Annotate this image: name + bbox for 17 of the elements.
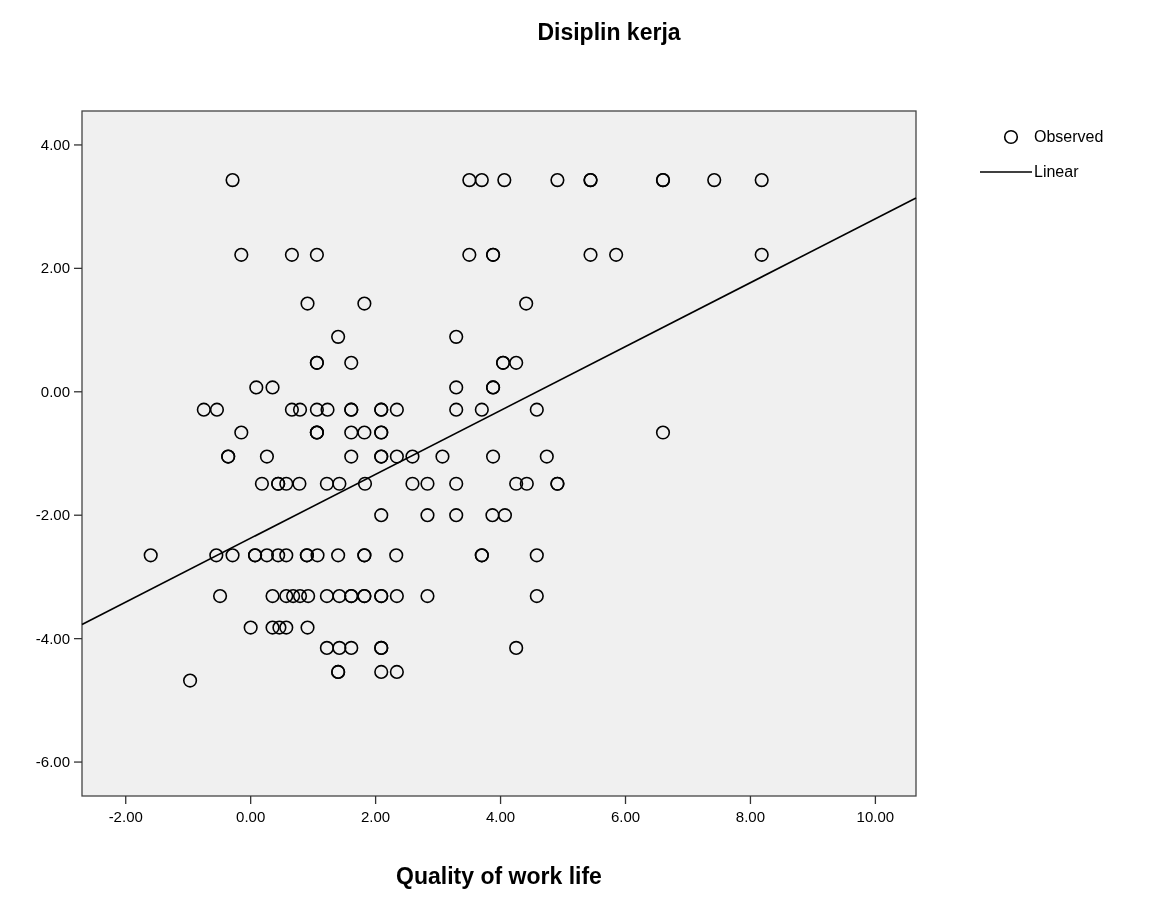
y-tick-label: 4.00 [40, 135, 70, 153]
chart-title: Disiplin kerja [537, 19, 681, 45]
y-tick-label: -4.00 [35, 629, 70, 647]
legend-label: Observed [1034, 128, 1104, 145]
x-tick-label: 2.00 [361, 808, 391, 825]
legend-label: Linear [1034, 163, 1080, 180]
x-tick-label: -2.00 [108, 808, 143, 825]
y-tick-label: 0.00 [40, 382, 70, 400]
y-tick-label: -2.00 [35, 506, 70, 524]
x-tick-label: 8.00 [735, 808, 766, 825]
x-tick-label: 10.00 [856, 808, 895, 825]
x-axis-title: Quality of work life [396, 863, 602, 889]
y-tick-label: -6.00 [35, 753, 70, 771]
x-tick-label: 0.00 [236, 808, 266, 825]
x-tick-label: 4.00 [485, 808, 516, 825]
x-tick-label: 6.00 [610, 808, 641, 825]
y-tick-label: 2.00 [40, 259, 70, 277]
